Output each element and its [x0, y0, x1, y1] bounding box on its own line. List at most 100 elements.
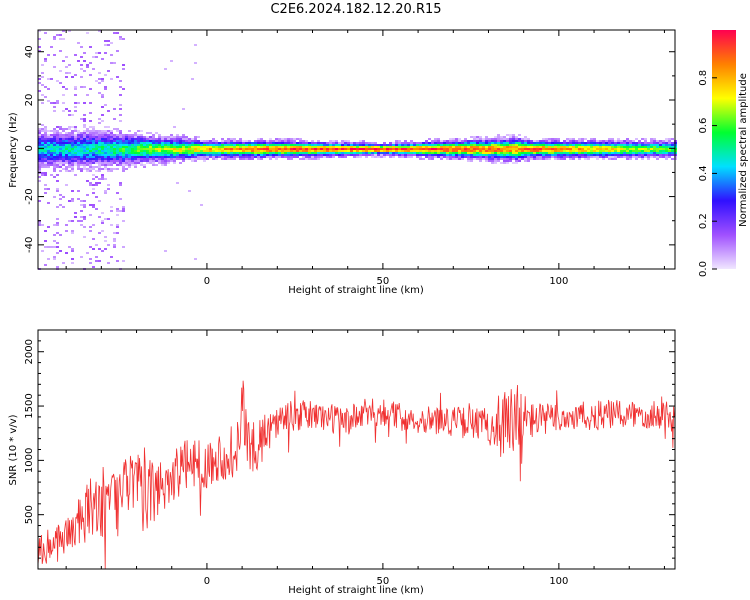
spectrogram-cell: [44, 172, 47, 174]
spectrogram-cell: [68, 128, 71, 130]
spectrogram-cell: [575, 150, 578, 152]
spectrogram-cell: [563, 150, 566, 152]
spectrogram-cell: [482, 158, 485, 160]
spectrogram-cell: [95, 152, 98, 154]
spectrogram-cell: [134, 166, 137, 168]
spectrogram-cell: [314, 144, 317, 146]
spectrogram-cell: [635, 156, 638, 158]
spectrogram-cell: [491, 154, 494, 156]
spectrogram-cell: [581, 152, 584, 154]
spectrogram-cell: [245, 156, 248, 158]
spectrogram-cell: [500, 136, 503, 138]
spectrogram-cell: [77, 102, 80, 104]
spectrogram-cell: [260, 152, 263, 154]
spectrogram-cell: [584, 156, 587, 158]
spectrogram-cell: [596, 156, 599, 158]
spectrogram-cell: [308, 154, 311, 156]
spectrogram-cell: [455, 148, 458, 150]
spectrogram-cell: [374, 146, 377, 148]
spectrogram-cell: [506, 138, 509, 140]
spectrogram-cell: [563, 158, 566, 160]
spectrogram-cell: [470, 158, 473, 160]
spectrogram-cell: [347, 140, 350, 142]
spectrogram-cell: [440, 142, 443, 144]
spectrogram-cell: [125, 152, 128, 154]
spectrogram-cell: [86, 130, 89, 132]
spectrogram-cell: [47, 160, 50, 162]
y-tick-label: 40: [24, 45, 35, 58]
spectrogram-cell: [233, 154, 236, 156]
spectrogram-cell: [41, 94, 44, 96]
spectrogram-cell: [95, 156, 98, 158]
spectrogram-cell: [524, 148, 527, 150]
spectrogram-cell: [122, 150, 125, 152]
spectrogram-cell: [554, 140, 557, 142]
spectrogram-cell: [290, 156, 293, 158]
spectrogram-cell: [188, 158, 191, 160]
spectrogram-cell: [416, 156, 419, 158]
spectrogram-cell: [392, 150, 395, 152]
spectrogram-cell: [71, 198, 74, 200]
spectrogram-cell: [545, 140, 548, 142]
spectrogram-cell: [44, 58, 47, 60]
spectrogram-cell: [80, 132, 83, 134]
spectrogram-cell: [395, 140, 398, 142]
spectrogram-cell: [179, 162, 182, 164]
spectrogram-cell: [119, 134, 122, 136]
spectrogram-cell: [110, 170, 113, 172]
spectrogram-cell: [197, 148, 200, 150]
spectrogram-cell: [650, 154, 653, 156]
spectrogram-cell: [491, 142, 494, 144]
spectrogram-cell: [134, 160, 137, 162]
spectrogram-cell: [251, 146, 254, 148]
spectrogram-cell: [71, 132, 74, 134]
spectrogram-cell: [569, 156, 572, 158]
spectrogram-cell: [461, 154, 464, 156]
spectrogram-cell: [515, 160, 518, 162]
spectrogram-cell: [626, 142, 629, 144]
spectrogram-cell: [539, 146, 542, 148]
spectrogram-cell: [569, 142, 572, 144]
spectrogram-cell: [650, 144, 653, 146]
spectrogram-cell: [458, 140, 461, 142]
spectrogram-cell: [494, 150, 497, 152]
spectrogram-cell: [206, 146, 209, 148]
spectrogram-cell: [203, 154, 206, 156]
spectrogram-cell: [56, 100, 59, 102]
snr-frame: [37, 329, 676, 570]
spectrogram-cell: [449, 156, 452, 158]
spectrogram-cell: [479, 160, 482, 162]
spectrogram-cell: [146, 152, 149, 154]
spectrogram-cell: [161, 144, 164, 146]
spectrogram-cell: [584, 138, 587, 140]
spectrogram-cell: [287, 142, 290, 144]
spectrogram-cell: [101, 164, 104, 166]
figure-title: C2E6.2024.182.12.20.R15: [270, 2, 441, 17]
spectrogram-cell: [668, 152, 671, 154]
spectrogram-cell: [368, 154, 371, 156]
spectrogram-cell: [251, 154, 254, 156]
spectrogram-cell: [521, 140, 524, 142]
spectrogram-cell: [497, 144, 500, 146]
spectrogram-cell: [131, 146, 134, 148]
spectrogram-cell: [206, 154, 209, 156]
spectrogram-cell: [98, 150, 101, 152]
spectrogram-cell: [536, 146, 539, 148]
spectrogram-cell: [293, 150, 296, 152]
spectrogram-cell: [74, 164, 77, 166]
spectrogram-cell: [491, 160, 494, 162]
spectrogram-cell: [149, 144, 152, 146]
spectrogram-cell: [119, 138, 122, 140]
spectrogram-cell: [614, 158, 617, 160]
spectrogram-cell: [257, 140, 260, 142]
spectrogram-cell: [578, 158, 581, 160]
spectrogram-cell: [668, 144, 671, 146]
spectrogram-cell: [224, 150, 227, 152]
spectrogram-cell: [665, 142, 668, 144]
spectrogram-cell: [332, 144, 335, 146]
spectrogram-cell: [587, 140, 590, 142]
spectrogram-cell: [572, 148, 575, 150]
spectrogram-cell: [128, 140, 131, 142]
spectrogram-cell: [62, 110, 65, 112]
spectrogram-cell: [221, 138, 224, 140]
